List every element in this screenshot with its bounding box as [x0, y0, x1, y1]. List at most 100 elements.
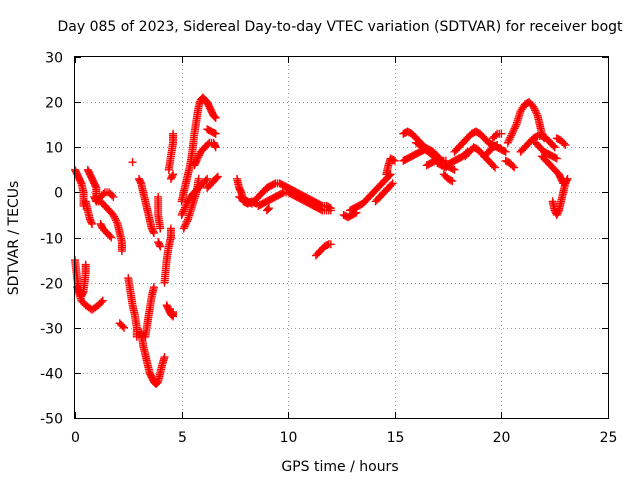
x-tick-label: 10 — [280, 430, 298, 446]
data-point — [149, 283, 158, 292]
data-point — [105, 231, 114, 240]
series-arc-31 — [262, 204, 274, 215]
data-point — [213, 172, 222, 181]
series-arc-47 — [501, 156, 519, 172]
data-point — [211, 143, 220, 152]
data-point — [529, 102, 538, 111]
data-point — [168, 171, 177, 180]
data-point — [506, 133, 515, 142]
data-point — [449, 165, 458, 174]
x-tick-label: 20 — [493, 430, 511, 446]
data-point — [552, 154, 561, 163]
data-point — [503, 138, 512, 147]
data-point — [551, 153, 560, 162]
data-point — [110, 212, 119, 221]
series-arc-12 — [134, 174, 158, 237]
data-point — [504, 136, 513, 145]
data-point — [501, 147, 510, 156]
y-tick-label: 20 — [45, 96, 63, 112]
series-arc-14 — [141, 283, 158, 341]
data-point — [491, 131, 500, 140]
y-tick-label: -50 — [40, 412, 63, 428]
data-point — [246, 198, 255, 207]
data-point — [99, 189, 108, 198]
data-point — [179, 224, 188, 233]
data-point — [326, 240, 335, 249]
series-arc-11 — [128, 158, 137, 167]
series-arc-36 — [382, 154, 399, 179]
series-arc-21 — [177, 93, 220, 206]
data-point — [278, 189, 287, 198]
data-point — [507, 131, 516, 140]
data-point — [98, 296, 107, 305]
data-point — [201, 176, 210, 185]
series-arc-50 — [531, 138, 561, 163]
data-point — [505, 135, 514, 144]
data-point — [531, 106, 540, 115]
data-point — [265, 204, 274, 213]
x-axis-label: GPS time / hours — [281, 459, 398, 475]
series-arc-33 — [339, 208, 361, 222]
data-point — [183, 217, 192, 226]
data-point — [448, 177, 457, 186]
data-point — [532, 132, 541, 141]
data-point — [508, 162, 517, 171]
data-point — [117, 247, 126, 256]
series-arc-8 — [96, 219, 116, 242]
series-arc-17 — [160, 224, 175, 287]
data-point — [269, 180, 278, 189]
series-arc-35 — [371, 179, 397, 206]
data-point — [435, 154, 444, 163]
data-point — [178, 209, 187, 218]
series-arc-13 — [137, 328, 169, 389]
data-point — [195, 151, 204, 160]
data-point — [160, 353, 169, 362]
series-arc-24 — [190, 138, 220, 170]
data-point — [128, 158, 137, 167]
grid-lines — [75, 57, 608, 418]
series-arc-16 — [154, 238, 165, 251]
data-point — [509, 126, 518, 135]
data-point — [166, 224, 175, 233]
data-point — [211, 113, 220, 122]
data-point — [212, 173, 221, 182]
data-point — [112, 218, 121, 227]
y-axis-label: SDTVAR / TECUs — [6, 181, 22, 296]
data-point — [180, 222, 189, 231]
data-point — [508, 129, 517, 138]
data-point — [563, 174, 572, 183]
series-arc-32 — [311, 240, 335, 260]
data-point — [180, 205, 189, 214]
data-point — [549, 141, 558, 150]
series-arc-52 — [548, 174, 572, 219]
data-point — [323, 241, 332, 250]
data-point — [387, 180, 396, 189]
series-arc-19 — [164, 129, 178, 174]
chart-title: Day 085 of 2023, Sidereal Day-to-day VTE… — [57, 19, 623, 35]
series-arc-9 — [115, 319, 129, 332]
series-arc-49 — [516, 131, 559, 156]
data-point — [500, 147, 509, 156]
data-point — [149, 227, 158, 236]
data-point — [177, 210, 186, 219]
data-point — [156, 242, 165, 251]
data-point — [489, 162, 498, 171]
data-point — [109, 210, 118, 219]
data-point — [562, 176, 571, 185]
data-point — [511, 122, 520, 131]
data-point — [120, 323, 129, 332]
data-point — [169, 129, 178, 138]
data-point — [107, 233, 116, 242]
data-point — [87, 218, 96, 227]
plot-frame — [74, 56, 609, 419]
data-point — [179, 207, 188, 216]
data-point — [561, 140, 570, 149]
series-arc-53 — [552, 134, 570, 149]
data-point — [211, 141, 220, 150]
data-point — [194, 174, 203, 183]
data-point — [530, 104, 539, 113]
series-arc-30 — [254, 188, 335, 215]
data-point — [107, 191, 116, 200]
data-point — [434, 155, 443, 164]
